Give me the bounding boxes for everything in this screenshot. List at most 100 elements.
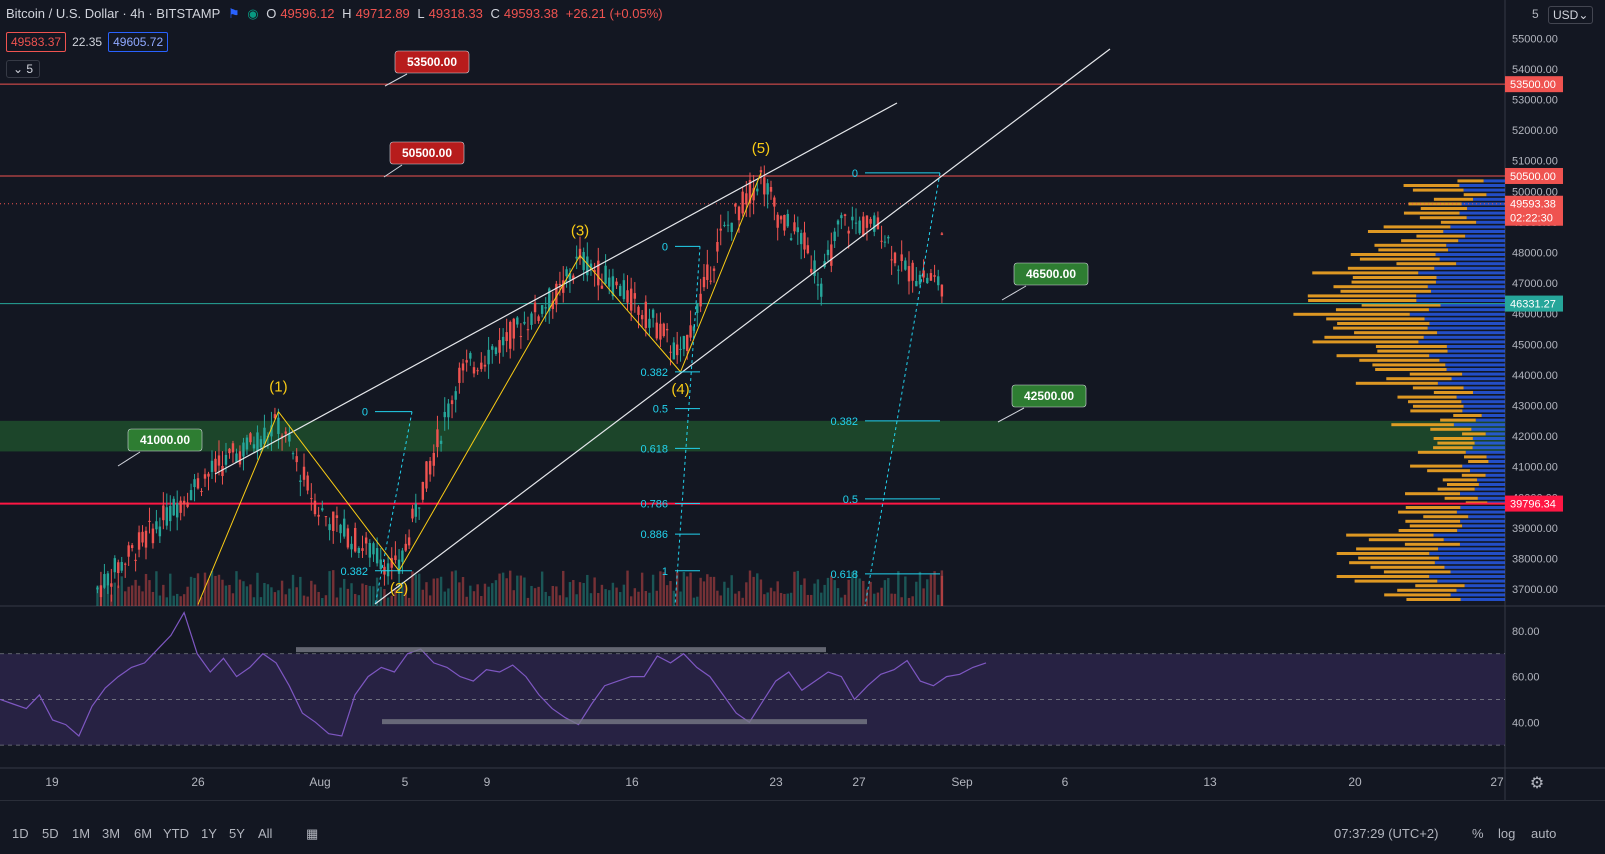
volume-profile-up-bar xyxy=(1446,243,1505,247)
volume-bar xyxy=(752,576,755,606)
timeframe-1d[interactable]: 1D xyxy=(12,826,29,841)
volume-bar xyxy=(207,579,210,606)
volume-bar xyxy=(940,570,944,606)
bid-price[interactable]: 49583.37 xyxy=(6,32,67,52)
candle xyxy=(629,288,633,311)
candle xyxy=(487,349,490,365)
ask-price[interactable]: 49605.72 xyxy=(108,32,169,52)
volume-bar xyxy=(284,594,287,606)
volume-profile-up-bar xyxy=(1469,469,1505,473)
volume-profile-up-bar xyxy=(1409,312,1505,316)
candle xyxy=(306,475,309,491)
bid-ask-row: 49583.37 22.35 49605.72 xyxy=(6,32,169,52)
fib-level-label: 1 xyxy=(662,566,668,578)
timeframe-1y[interactable]: 1Y xyxy=(201,826,217,841)
volume-profile-down-bar xyxy=(1351,280,1436,284)
candle xyxy=(259,439,263,448)
candle xyxy=(858,220,861,234)
volume-bar xyxy=(699,577,702,606)
volume-bar xyxy=(869,581,872,606)
volume-profile-down-bar xyxy=(1397,395,1457,399)
symbol-title[interactable]: Bitcoin / U.S. Dollar · 4h · BITSTAMP xyxy=(6,6,221,21)
volume-bar xyxy=(619,592,622,606)
timeframe-ytd[interactable]: YTD xyxy=(163,826,189,841)
volume-profile-up-bar xyxy=(1434,266,1505,270)
price-tag xyxy=(1505,167,1563,184)
volume-bar xyxy=(796,570,800,606)
timeframe-3m[interactable]: 3M xyxy=(102,826,121,841)
volume-bar xyxy=(900,597,903,606)
candle xyxy=(659,323,662,340)
volume-profile-down-bar xyxy=(1336,575,1430,578)
volume-profile-down-bar xyxy=(1352,276,1437,279)
clock[interactable]: 07:37:29 (UTC+2) xyxy=(1334,826,1439,841)
candle xyxy=(176,503,179,518)
candle xyxy=(915,280,918,287)
volume-bar xyxy=(106,584,110,606)
currency-select[interactable]: USD⌄ xyxy=(1548,6,1594,24)
auto-toggle[interactable]: auto xyxy=(1531,826,1557,841)
flag-icon[interactable]: ⚑ xyxy=(227,6,240,21)
volume-bar xyxy=(575,594,578,606)
volume-profile-down-bar xyxy=(1468,460,1489,463)
candle xyxy=(679,348,682,350)
indicators-toggle[interactable]: ⌄ 5 xyxy=(6,60,41,78)
volume-bar xyxy=(873,593,876,606)
volume-bar xyxy=(346,588,350,606)
candle xyxy=(324,516,328,518)
volume-profile-up-bar xyxy=(1438,556,1505,560)
volume-profile-up-bar xyxy=(1416,294,1505,298)
volume-profile-down-bar xyxy=(1308,299,1417,302)
candle xyxy=(328,524,331,531)
candle xyxy=(933,275,936,277)
candle xyxy=(447,403,450,418)
volume-bar xyxy=(689,572,692,606)
volume-bar xyxy=(600,584,604,606)
candle xyxy=(332,511,335,532)
percent-toggle[interactable]: % xyxy=(1472,826,1484,841)
volume-bar xyxy=(608,590,611,606)
volume-bar xyxy=(789,592,793,606)
timeframe-5y[interactable]: 5Y xyxy=(229,826,245,841)
candle xyxy=(776,214,779,228)
volume-bar xyxy=(210,570,214,606)
volume-profile-down-bar xyxy=(1312,340,1419,344)
candle xyxy=(648,318,651,328)
volume-bar xyxy=(833,580,836,606)
timeframe-5d[interactable]: 5D xyxy=(42,826,59,841)
volume-bar xyxy=(723,581,726,606)
volume-bar xyxy=(593,577,596,606)
timeframe-1m[interactable]: 1M xyxy=(72,826,91,841)
candle xyxy=(346,528,350,548)
volume-bar xyxy=(893,593,897,606)
fib-level-label: 0 xyxy=(852,168,858,180)
timeframe-all[interactable]: All xyxy=(258,826,273,841)
volume-bar xyxy=(324,595,328,606)
volume-bar xyxy=(662,572,665,606)
volume-profile-down-bar xyxy=(1378,248,1449,252)
callout-label: 46500.00 xyxy=(1026,267,1076,281)
calendar-icon[interactable]: ▦ xyxy=(306,826,319,841)
volume-profile-down-bar xyxy=(1412,404,1464,408)
candle xyxy=(833,231,836,242)
volume-profile-up-bar xyxy=(1430,289,1505,293)
volume-bar xyxy=(799,584,803,606)
volume-bar xyxy=(929,574,933,606)
volume-profile-up-bar xyxy=(1456,588,1505,592)
candle xyxy=(900,254,903,262)
timeframe-6m[interactable]: 6M xyxy=(134,826,153,841)
volume-bar xyxy=(709,576,712,606)
log-toggle[interactable]: log xyxy=(1498,826,1516,841)
time-axis-tick: 6 xyxy=(1062,775,1069,789)
candle xyxy=(321,508,324,511)
volume-profile-up-bar xyxy=(1460,519,1505,523)
candle xyxy=(224,454,228,465)
candle xyxy=(469,353,472,359)
volume-profile-up-bar xyxy=(1476,220,1505,224)
candle xyxy=(137,532,141,550)
volume-bar xyxy=(165,597,169,606)
volume-bar xyxy=(113,582,117,606)
volume-profile-down-bar xyxy=(1420,207,1468,210)
candle xyxy=(748,179,752,204)
